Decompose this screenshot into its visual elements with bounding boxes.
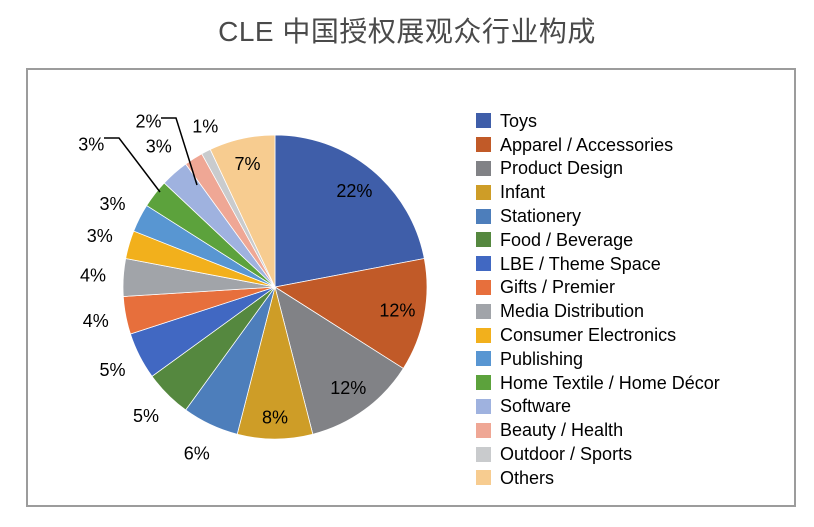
legend-label: Gifts / Premier [500,277,616,298]
legend-item: Outdoor / Sports [476,442,788,466]
legend-swatch [476,303,491,319]
legend-label: Publishing [500,348,584,369]
legend-swatch [476,137,491,153]
pie-data-label: 1% [192,117,218,137]
pie-data-label: 5% [133,406,159,426]
legend-swatch [476,375,491,391]
legend-item: Home Textile / Home Décor [476,371,788,395]
legend-label: Media Distribution [500,301,645,322]
legend-item: Software [476,395,788,419]
pie-chart: 22% 12% 12% 8% 6% 5% 5% 4% 4% 3% 3% 3% 3% 2% 1% 7% [78,112,428,463]
legend-label: Product Design [500,158,624,179]
legend-label: Apparel / Accessories [500,134,674,155]
legend-item: Product Design [476,157,788,181]
legend-swatch [476,422,491,438]
legend-swatch [476,446,491,462]
label-leader-line [161,117,198,186]
pie-data-label: 3% [99,194,125,214]
legend-item: Gifts / Premier [476,276,788,300]
legend-swatch [476,470,491,486]
legend-label: Home Textile / Home Décor [500,372,720,393]
legend-swatch [476,279,491,295]
pie-data-label: 3% [87,226,113,246]
legend-item: Publishing [476,347,788,371]
legend-item: Beauty / Health [476,418,788,442]
legend-item: LBE / Theme Space [476,252,788,276]
legend-swatch [476,113,491,129]
legend-swatch [476,184,491,200]
pie-data-label: 12% [379,300,415,320]
legend: Toys Apparel / Accessories Product Design I… [476,109,788,490]
legend-label: Stationery [500,206,582,227]
legend-swatch [476,208,491,224]
legend-item: Media Distribution [476,299,788,323]
legend-label: Toys [500,110,538,131]
legend-label: Beauty / Health [500,420,624,441]
legend-swatch [476,398,491,414]
chart-title: CLE 中国授权展观众行业构成 [218,16,596,47]
pie-data-label: 3% [146,137,172,157]
legend-swatch [476,232,491,248]
pie-slice [274,134,425,288]
pie-slice [209,134,276,288]
pie-data-label: 7% [234,154,260,174]
legend-item: Consumer Electronics [476,323,788,347]
pie-data-label: 4% [80,266,106,286]
legend-item: Infant [476,180,788,204]
legend-label: Software [500,396,572,417]
pie-data-label: 8% [262,408,288,428]
pie-data-label: 22% [336,181,372,201]
legend-item: Food / Beverage [476,228,788,252]
legend-label: LBE / Theme Space [500,253,661,274]
legend-item: Stationery [476,204,788,228]
pie-data-label: 2% [135,112,161,132]
legend-swatch [476,351,491,367]
legend-item: Toys [476,109,788,133]
chart-area: 22% 12% 12% 8% 6% 5% 5% 4% 4% 3% 3% 3% 3% 2% 1% 7% Toys… [26,68,796,507]
legend-label: Infant [500,182,546,203]
legend-label: Food / Beverage [500,229,634,250]
pie-data-label: 12% [330,378,366,398]
legend-label: Outdoor / Sports [500,444,633,465]
pie-data-label: 6% [184,443,210,463]
pie-data-label: 3% [78,135,104,155]
pie-data-label: 4% [83,311,109,331]
pie-data-label: 5% [99,360,125,380]
legend-swatch [476,256,491,272]
legend-item: Apparel / Accessories [476,133,788,157]
pie-slice [274,286,404,435]
legend-swatch [476,160,491,176]
legend-swatch [476,327,491,343]
legend-item: Others [476,466,788,490]
legend-label: Consumer Electronics [500,325,677,346]
pie-slice [273,258,428,369]
label-leader-line [104,137,161,193]
legend-label: Others [500,467,555,488]
